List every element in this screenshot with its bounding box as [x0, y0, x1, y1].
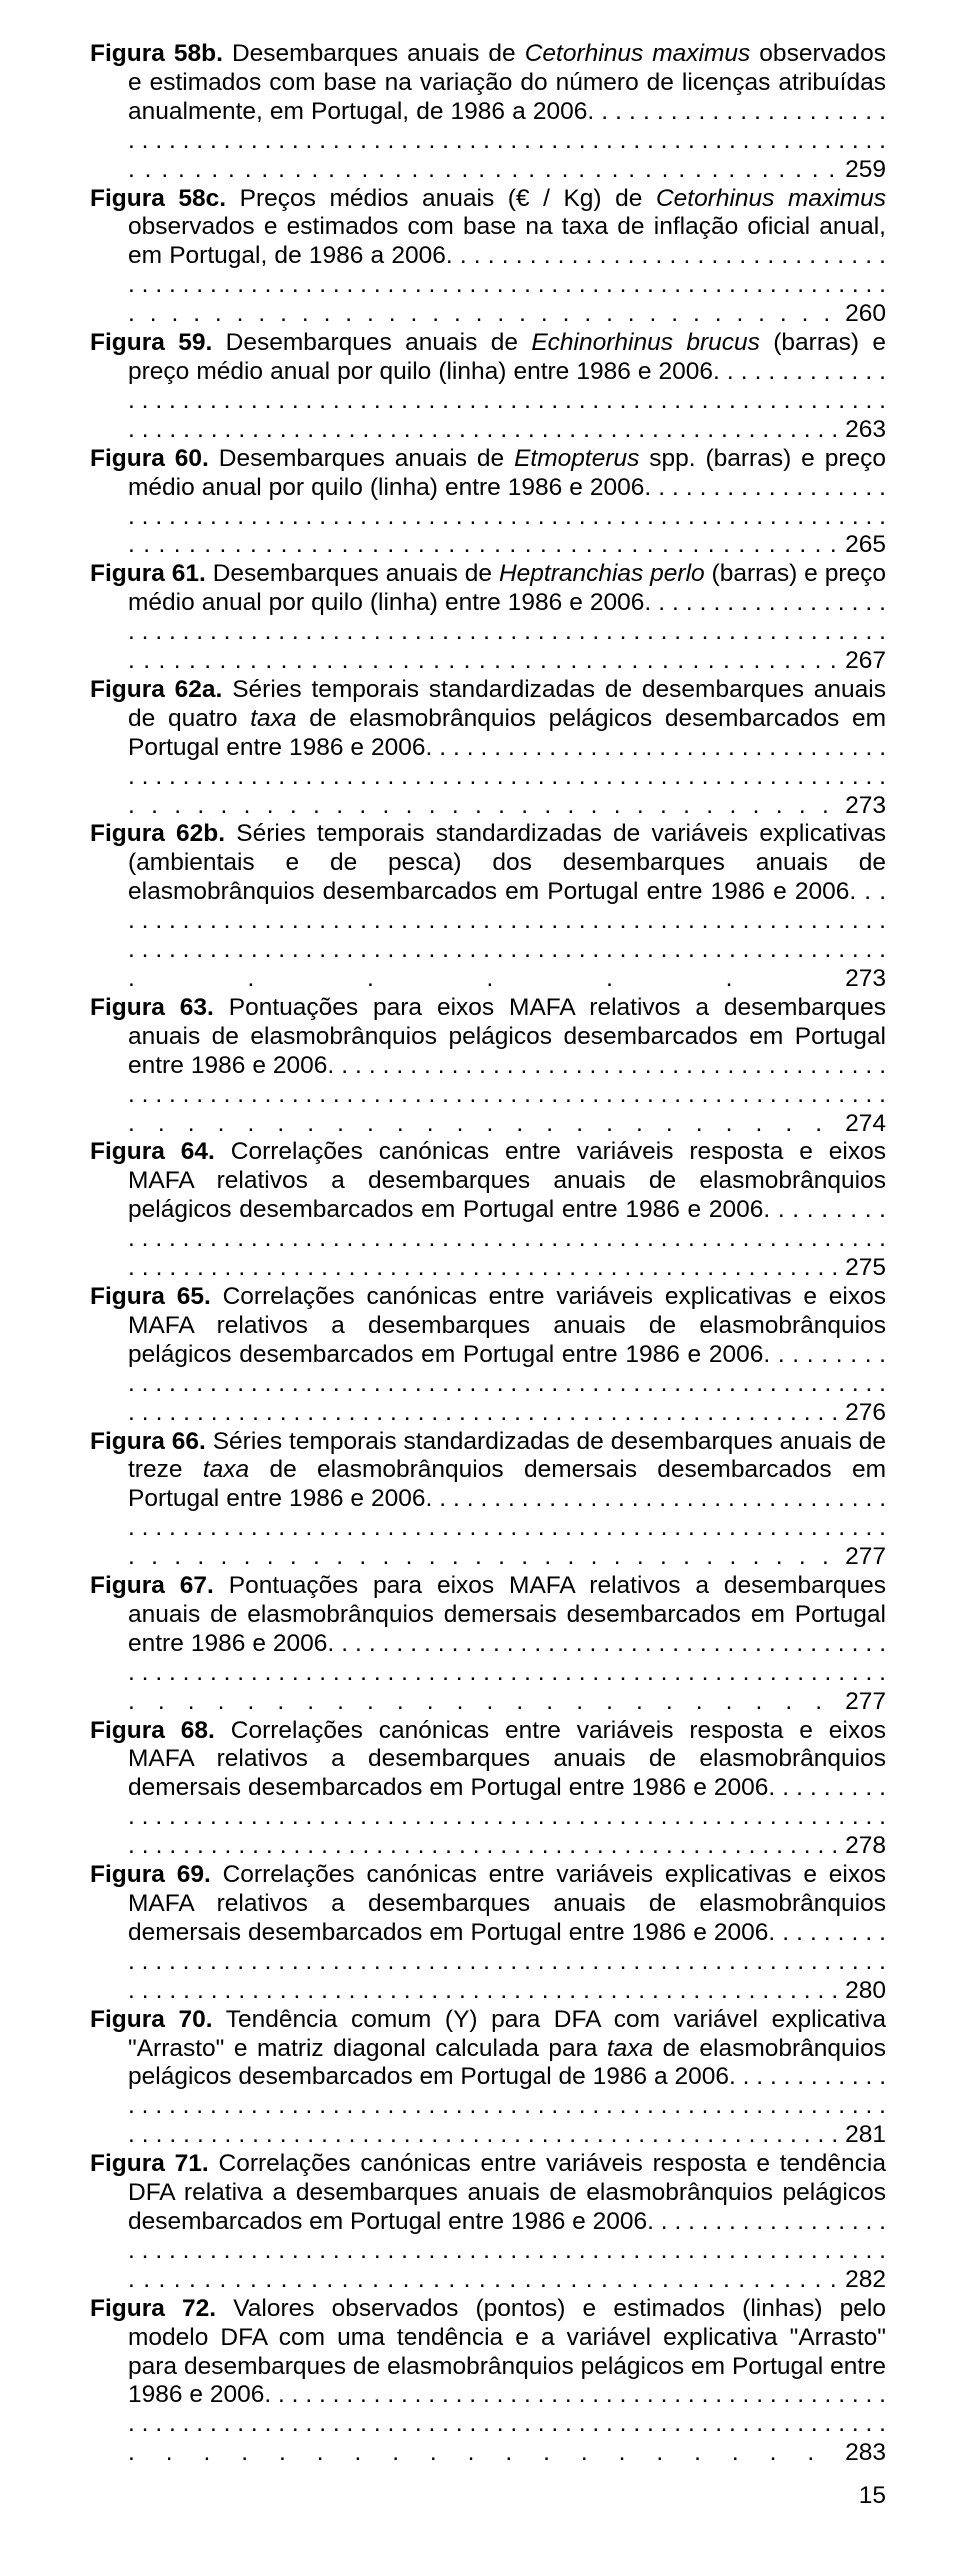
- figure-entry: Figura 64. Correlações canónicas entre v…: [90, 1138, 886, 1283]
- figure-page-ref: 275: [845, 1254, 886, 1281]
- page-container: Figura 58b. Desembarques anuais de Cetor…: [0, 0, 960, 2561]
- figure-text: Preços médios anuais (€ / Kg) de: [226, 185, 656, 212]
- figure-entry: Figura 68. Correlações canónicas entre v…: [90, 1717, 886, 1862]
- figure-page-ref: 277: [845, 1688, 886, 1715]
- figure-page-ref: 276: [845, 1399, 886, 1426]
- figure-label: Figura 59.: [90, 329, 212, 356]
- figure-entry: Figura 63. Pontuações para eixos MAFA re…: [90, 994, 886, 1139]
- figure-label: Figura 62a.: [90, 676, 222, 703]
- figure-label: Figura 62b.: [90, 820, 225, 847]
- page-number: 15: [90, 2482, 886, 2511]
- figure-text: Desembarques anuais de: [223, 40, 525, 67]
- figure-text-italic: taxa: [203, 1456, 249, 1483]
- figure-text: Correlações canónicas entre variáveis ex…: [128, 1861, 886, 1946]
- figure-page-ref: 263: [845, 416, 886, 443]
- figure-text-italic: Cetorhinus maximus: [525, 40, 751, 67]
- figure-page-ref: 260: [845, 300, 886, 327]
- figure-label: Figura 70.: [90, 2006, 213, 2033]
- figure-entry: Figura 58b. Desembarques anuais de Cetor…: [90, 40, 886, 185]
- figure-page-ref: 278: [845, 1832, 886, 1859]
- figure-label: Figura 66.: [90, 1428, 206, 1455]
- figure-label: Figura 72.: [90, 2295, 216, 2322]
- figure-page-ref: 280: [845, 1977, 886, 2004]
- figure-page-ref: 267: [845, 647, 886, 674]
- figure-page-ref: 273: [845, 965, 886, 992]
- figure-entry: Figura 70. Tendência comum (Y) para DFA …: [90, 2006, 886, 2151]
- figure-label: Figura 60.: [90, 445, 209, 472]
- figure-text-italic: Etmopterus: [514, 445, 639, 472]
- figure-text: Correlações canónicas entre variáveis re…: [128, 1138, 886, 1223]
- figure-entry: Figura 72. Valores observados (pontos) e…: [90, 2295, 886, 2468]
- figure-text-italic: Cetorhinus maximus: [656, 185, 886, 212]
- figure-label: Figura 64.: [90, 1138, 215, 1165]
- figure-text-italic: taxa: [607, 2035, 653, 2062]
- figure-entry: Figura 60. Desembarques anuais de Etmopt…: [90, 445, 886, 561]
- figure-entry: Figura 59. Desembarques anuais de Echino…: [90, 329, 886, 445]
- figure-page-ref: 274: [845, 1110, 886, 1137]
- figure-page-ref: 259: [845, 156, 886, 183]
- figure-entry: Figura 69. Correlações canónicas entre v…: [90, 1861, 886, 2006]
- figure-page-ref: 265: [845, 531, 886, 558]
- figure-label: Figura 69.: [90, 1861, 211, 1888]
- figure-text: Desembarques anuais de: [209, 445, 514, 472]
- figure-page-ref: 282: [845, 2266, 886, 2293]
- figure-text: Correlações canónicas entre variáveis re…: [128, 1717, 886, 1802]
- figure-text-italic: taxa: [250, 705, 296, 732]
- figure-text: Séries temporais standardizadas de variá…: [128, 820, 886, 905]
- figure-page-ref: 273: [845, 792, 886, 819]
- figure-label: Figura 58c.: [90, 185, 226, 212]
- figure-label: Figura 58b.: [90, 40, 223, 67]
- figure-text: Desembarques anuais de: [206, 560, 499, 587]
- figure-page-ref: 283: [845, 2439, 886, 2466]
- figure-entry: Figura 61. Desembarques anuais de Heptra…: [90, 560, 886, 676]
- figure-text: Correlações canónicas entre variáveis ex…: [128, 1283, 886, 1368]
- figure-label: Figura 68.: [90, 1717, 215, 1744]
- figure-entry: Figura 71. Correlações canónicas entre v…: [90, 2150, 886, 2295]
- figure-label: Figura 65.: [90, 1283, 211, 1310]
- figure-entry: Figura 66. Séries temporais standardizad…: [90, 1428, 886, 1573]
- figure-text-italic: Heptranchias perlo: [499, 560, 705, 587]
- figure-text: Desembarques anuais de: [212, 329, 531, 356]
- figure-text-italic: Echinorhinus brucus: [531, 329, 760, 356]
- figure-label: Figura 71.: [90, 2150, 209, 2177]
- figure-entry: Figura 62a. Séries temporais standardiza…: [90, 676, 886, 821]
- figure-page-ref: 277: [845, 1543, 886, 1570]
- figure-entry: Figura 62b. Séries temporais standardiza…: [90, 820, 886, 993]
- figure-entry: Figura 67. Pontuações para eixos MAFA re…: [90, 1572, 886, 1717]
- figure-label: Figura 61.: [90, 560, 206, 587]
- figure-entry: Figura 65. Correlações canónicas entre v…: [90, 1283, 886, 1428]
- figure-list: Figura 58b. Desembarques anuais de Cetor…: [90, 40, 886, 2468]
- figure-label: Figura 63.: [90, 994, 214, 1021]
- figure-entry: Figura 58c. Preços médios anuais (€ / Kg…: [90, 185, 886, 330]
- figure-page-ref: 281: [845, 2121, 886, 2148]
- figure-label: Figura 67.: [90, 1572, 214, 1599]
